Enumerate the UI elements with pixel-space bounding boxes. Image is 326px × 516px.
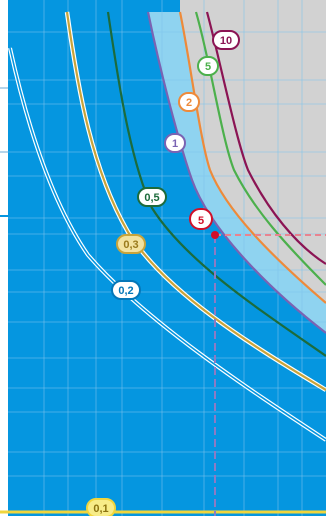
marker-label: 5 (189, 208, 213, 230)
curve-10 (205, 11, 326, 265)
curve-label-0-1: 0,1 (86, 498, 116, 516)
curve-label-text-5: 5 (205, 61, 211, 73)
grid-lines (8, 0, 326, 516)
curve-label-badge-10 (212, 30, 240, 50)
curve-label-badge-0-2 (111, 280, 141, 300)
curve-label-5: 5 (197, 56, 219, 76)
curve-label-badge-0-3 (116, 234, 146, 254)
curve-1 (146, 11, 326, 334)
curve-label-text-2: 2 (186, 97, 192, 109)
curve-label-0-2: 0,2 (111, 280, 141, 300)
curve-label-10: 10 (212, 30, 240, 50)
curve-label-text-0-5: 0,5 (144, 192, 159, 204)
curve-0-3 (65, 11, 326, 391)
marker-label-text: 5 (198, 215, 204, 227)
marker-point (211, 231, 219, 239)
curve-label-0-5: 0,5 (137, 187, 167, 207)
curves-group (0, 11, 326, 514)
curve-label-badge-0-1 (86, 498, 116, 516)
curve-label-text-1: 1 (172, 138, 178, 150)
marker-group (211, 231, 326, 516)
curve-label-text-0-3: 0,3 (123, 239, 138, 251)
curve-label-1: 1 (164, 133, 186, 153)
curve-label-text-10: 10 (220, 35, 232, 47)
gray-zone (180, 0, 326, 303)
curve-2 (178, 11, 326, 304)
curve-label-badge-5 (197, 56, 219, 76)
curve-label-2: 2 (178, 92, 200, 112)
curve-label-badge-2 (178, 92, 200, 112)
curve-0-2 (9, 47, 326, 441)
light-blue-band (148, 12, 326, 333)
curve-label-text-0-2: 0,2 (118, 285, 133, 297)
marker-label-badge (189, 208, 213, 230)
curve-label-badge-0-5 (137, 187, 167, 207)
curve-label-text-0-1: 0,1 (93, 503, 108, 515)
curve-label-0-3: 0,3 (116, 234, 146, 254)
curve-labels: 10 5 2 1 0,5 0,3 0,2 0,1 5 (86, 30, 240, 516)
curve-label-badge-1 (164, 133, 186, 153)
curve-0-5 (106, 11, 326, 357)
